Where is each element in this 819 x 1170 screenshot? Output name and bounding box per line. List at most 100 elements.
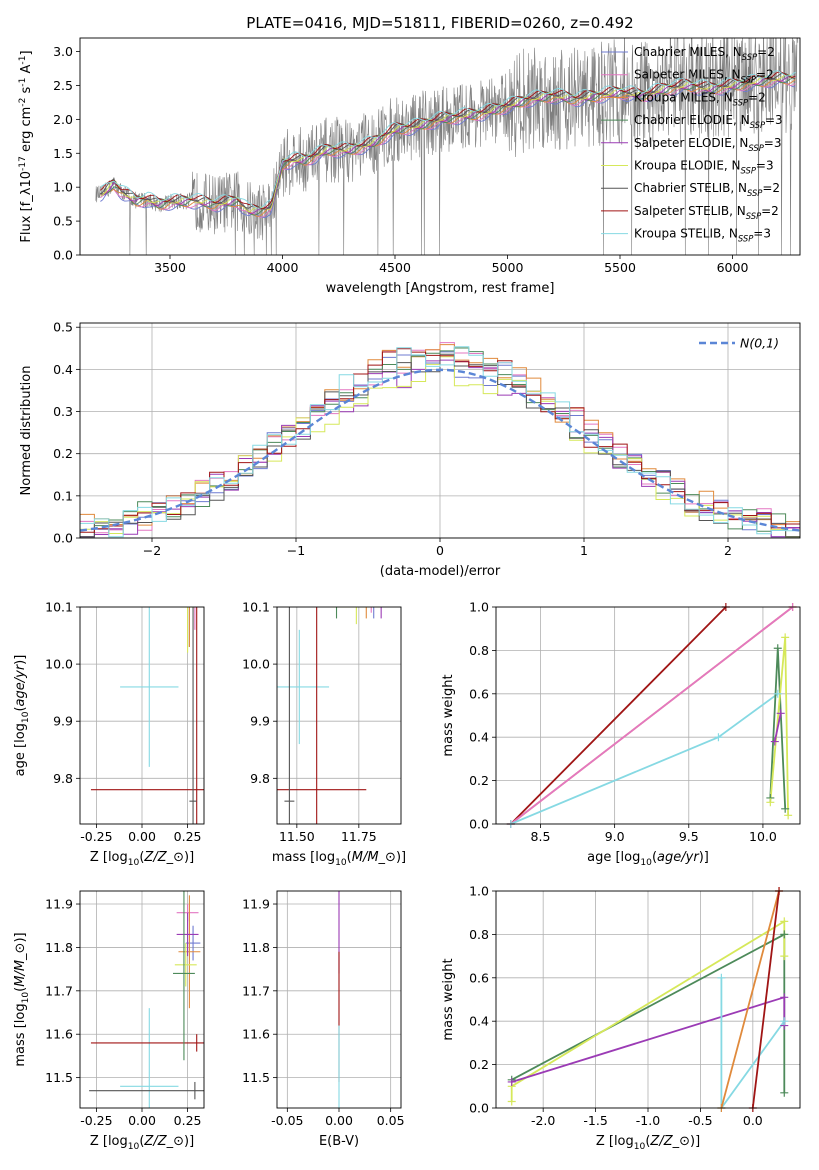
- x-tick-label: 11.75: [341, 829, 377, 844]
- y-tick-label: 9.8: [250, 771, 270, 786]
- x-tick-label: 8.5: [531, 829, 551, 844]
- x-axis-label: (data-model)/error: [380, 564, 501, 579]
- y-tick-label: 10.0: [45, 657, 73, 672]
- mass-vs-age-frame: [276, 606, 402, 825]
- weight-line-kroupa-stelib: [720, 977, 786, 1108]
- weight-line-kroupa-stelib: [510, 693, 779, 824]
- y-tick-label: 0.6: [469, 970, 489, 985]
- x-tick-label: 11.50: [279, 829, 315, 844]
- weight-marker: [770, 737, 779, 746]
- x-tick-label: 0: [436, 543, 444, 558]
- y-tick-label: 11.8: [45, 940, 73, 955]
- x-axis-label: E(B-V): [319, 1134, 359, 1149]
- y-tick-label: 11.5: [242, 1070, 270, 1085]
- weight-marker: [780, 930, 789, 939]
- weight-marker: [776, 709, 785, 718]
- y-tick-label: 0.2: [469, 1057, 489, 1072]
- x-tick-label: 0.05: [377, 1113, 405, 1128]
- Z-vs-mass-weight-plot-area: [496, 891, 800, 1108]
- y-tick-label: 9.8: [53, 771, 73, 786]
- weight-marker: [773, 644, 782, 653]
- x-tick-label: -2.0: [531, 1113, 555, 1128]
- x-tick-label: 4000: [267, 260, 299, 275]
- y-tick-label: 0.8: [469, 927, 489, 942]
- y-tick-label: 1.5: [53, 146, 73, 161]
- legend-label: Kroupa MILES, NSSP=2: [634, 90, 766, 107]
- x-tick-label: 9.0: [605, 829, 625, 844]
- y-tick-label: 0.4: [53, 362, 73, 377]
- weight-marker: [780, 993, 789, 1002]
- x-tick-label: 0.00: [128, 1113, 156, 1128]
- x-tick-label: 0.0: [743, 1113, 763, 1128]
- y-tick-label: 0.8: [469, 643, 489, 658]
- weight-marker: [507, 1077, 516, 1086]
- weight-line-salpeter-stelib: [510, 607, 727, 824]
- x-tick-label: 6000: [717, 260, 749, 275]
- y-axis-label: age [log10(age/yr)]: [13, 655, 31, 777]
- weight-marker: [780, 1088, 789, 1097]
- y-tick-label: 10.1: [242, 600, 270, 615]
- Z-vs-age-frame: [79, 606, 205, 825]
- y-tick-label: 0.3: [53, 404, 73, 419]
- weight-line-kroupa-elodie: [510, 919, 786, 1102]
- x-tick-label: 9.5: [679, 829, 699, 844]
- spectrum-legend: Chabrier MILES, NSSP=2 Salpeter MILES, NS…: [601, 45, 783, 244]
- weight-marker: [766, 798, 775, 807]
- spectrum-data-line: [95, 38, 799, 255]
- Z-vs-mass-axes: -0.25 0.00 0.25 11.5 11.6 11.7 11.8 11.9 Z [log1…: [13, 890, 205, 1152]
- weight-marker: [780, 917, 789, 926]
- y-tick-label: 11.9: [45, 897, 73, 912]
- x-tick-label: 3500: [154, 260, 186, 275]
- x-tick-label: 0.25: [174, 1113, 202, 1128]
- weight-marker: [714, 733, 723, 742]
- x-axis-label: Z [log10(Z/Z_⊙)]: [596, 1134, 700, 1152]
- weight-marker: [773, 689, 782, 698]
- y-tick-label: 0.0: [469, 817, 489, 832]
- y-tick-label: 11.6: [242, 1027, 270, 1042]
- mass-vs-age-plot-area: [277, 607, 401, 824]
- y-axis-label: Normed distribution: [19, 366, 34, 496]
- y-tick-label: 11.6: [45, 1027, 73, 1042]
- x-tick-label: −2: [143, 543, 161, 558]
- x-tick-label: -1.0: [636, 1113, 660, 1128]
- Z-vs-age-plot-area: [80, 607, 204, 824]
- histogram-salpeter-stelib: [80, 348, 800, 538]
- y-tick-label: 1.0: [469, 600, 489, 615]
- x-tick-label: −1: [287, 543, 305, 558]
- y-tick-label: 9.9: [53, 714, 73, 729]
- Z-vs-mass-weight-frame: [495, 890, 801, 1109]
- spectrum-model-line-kroupa-stelib: [100, 70, 796, 209]
- legend-label: Chabrier STELIB, NSSP=2: [634, 181, 780, 198]
- legend-label: Salpeter ELODIE, NSSP=3: [634, 136, 782, 153]
- weight-line-salpeter-miles: [510, 607, 794, 824]
- legend-label: Chabrier MILES, NSSP=2: [634, 45, 775, 62]
- legend-label: Kroupa STELIB, NSSP=3: [634, 227, 771, 244]
- x-tick-label: -1.5: [583, 1113, 607, 1128]
- y-tick-label: 0.4: [469, 1014, 489, 1029]
- y-tick-label: 1.0: [469, 884, 489, 899]
- weight-line-kroupa-miles: [720, 891, 780, 1108]
- x-tick-label: -0.25: [80, 1113, 112, 1128]
- spectrum-model-line-chabrier-miles: [100, 80, 796, 219]
- y-tick-label: 0.2: [469, 773, 489, 788]
- legend-label: N(0,1): [740, 336, 779, 351]
- y-tick-label: 10.0: [242, 657, 270, 672]
- y-tick-label: 2.0: [53, 112, 73, 127]
- residuals-frame: [79, 322, 801, 539]
- age-vs-mass-weight-axes: 8.5 9.0 9.5 10.0 0.0 0.2 0.4 0.6 0.8 1.0 age [log1…: [441, 600, 801, 868]
- y-tick-label: 11.7: [242, 983, 270, 998]
- y-tick-label: 0.6: [469, 686, 489, 701]
- y-tick-label: 0.0: [53, 248, 73, 263]
- x-tick-label: -0.25: [80, 829, 112, 844]
- residuals-plot-area: [80, 323, 800, 538]
- legend-label: Kroupa ELODIE, NSSP=3: [634, 159, 774, 176]
- y-tick-label: 1.0: [53, 180, 73, 195]
- x-axis-label: wavelength [Angstrom, rest frame]: [326, 281, 555, 296]
- x-tick-label: 0.00: [128, 829, 156, 844]
- y-tick-label: 11.9: [242, 897, 270, 912]
- weight-marker: [781, 633, 790, 642]
- y-tick-label: 11.8: [242, 940, 270, 955]
- weight-marker: [784, 811, 793, 820]
- figure-title: PLATE=0416, MJD=51811, FIBERID=0260, z=0…: [246, 14, 633, 32]
- y-tick-label: 0.0: [469, 1101, 489, 1116]
